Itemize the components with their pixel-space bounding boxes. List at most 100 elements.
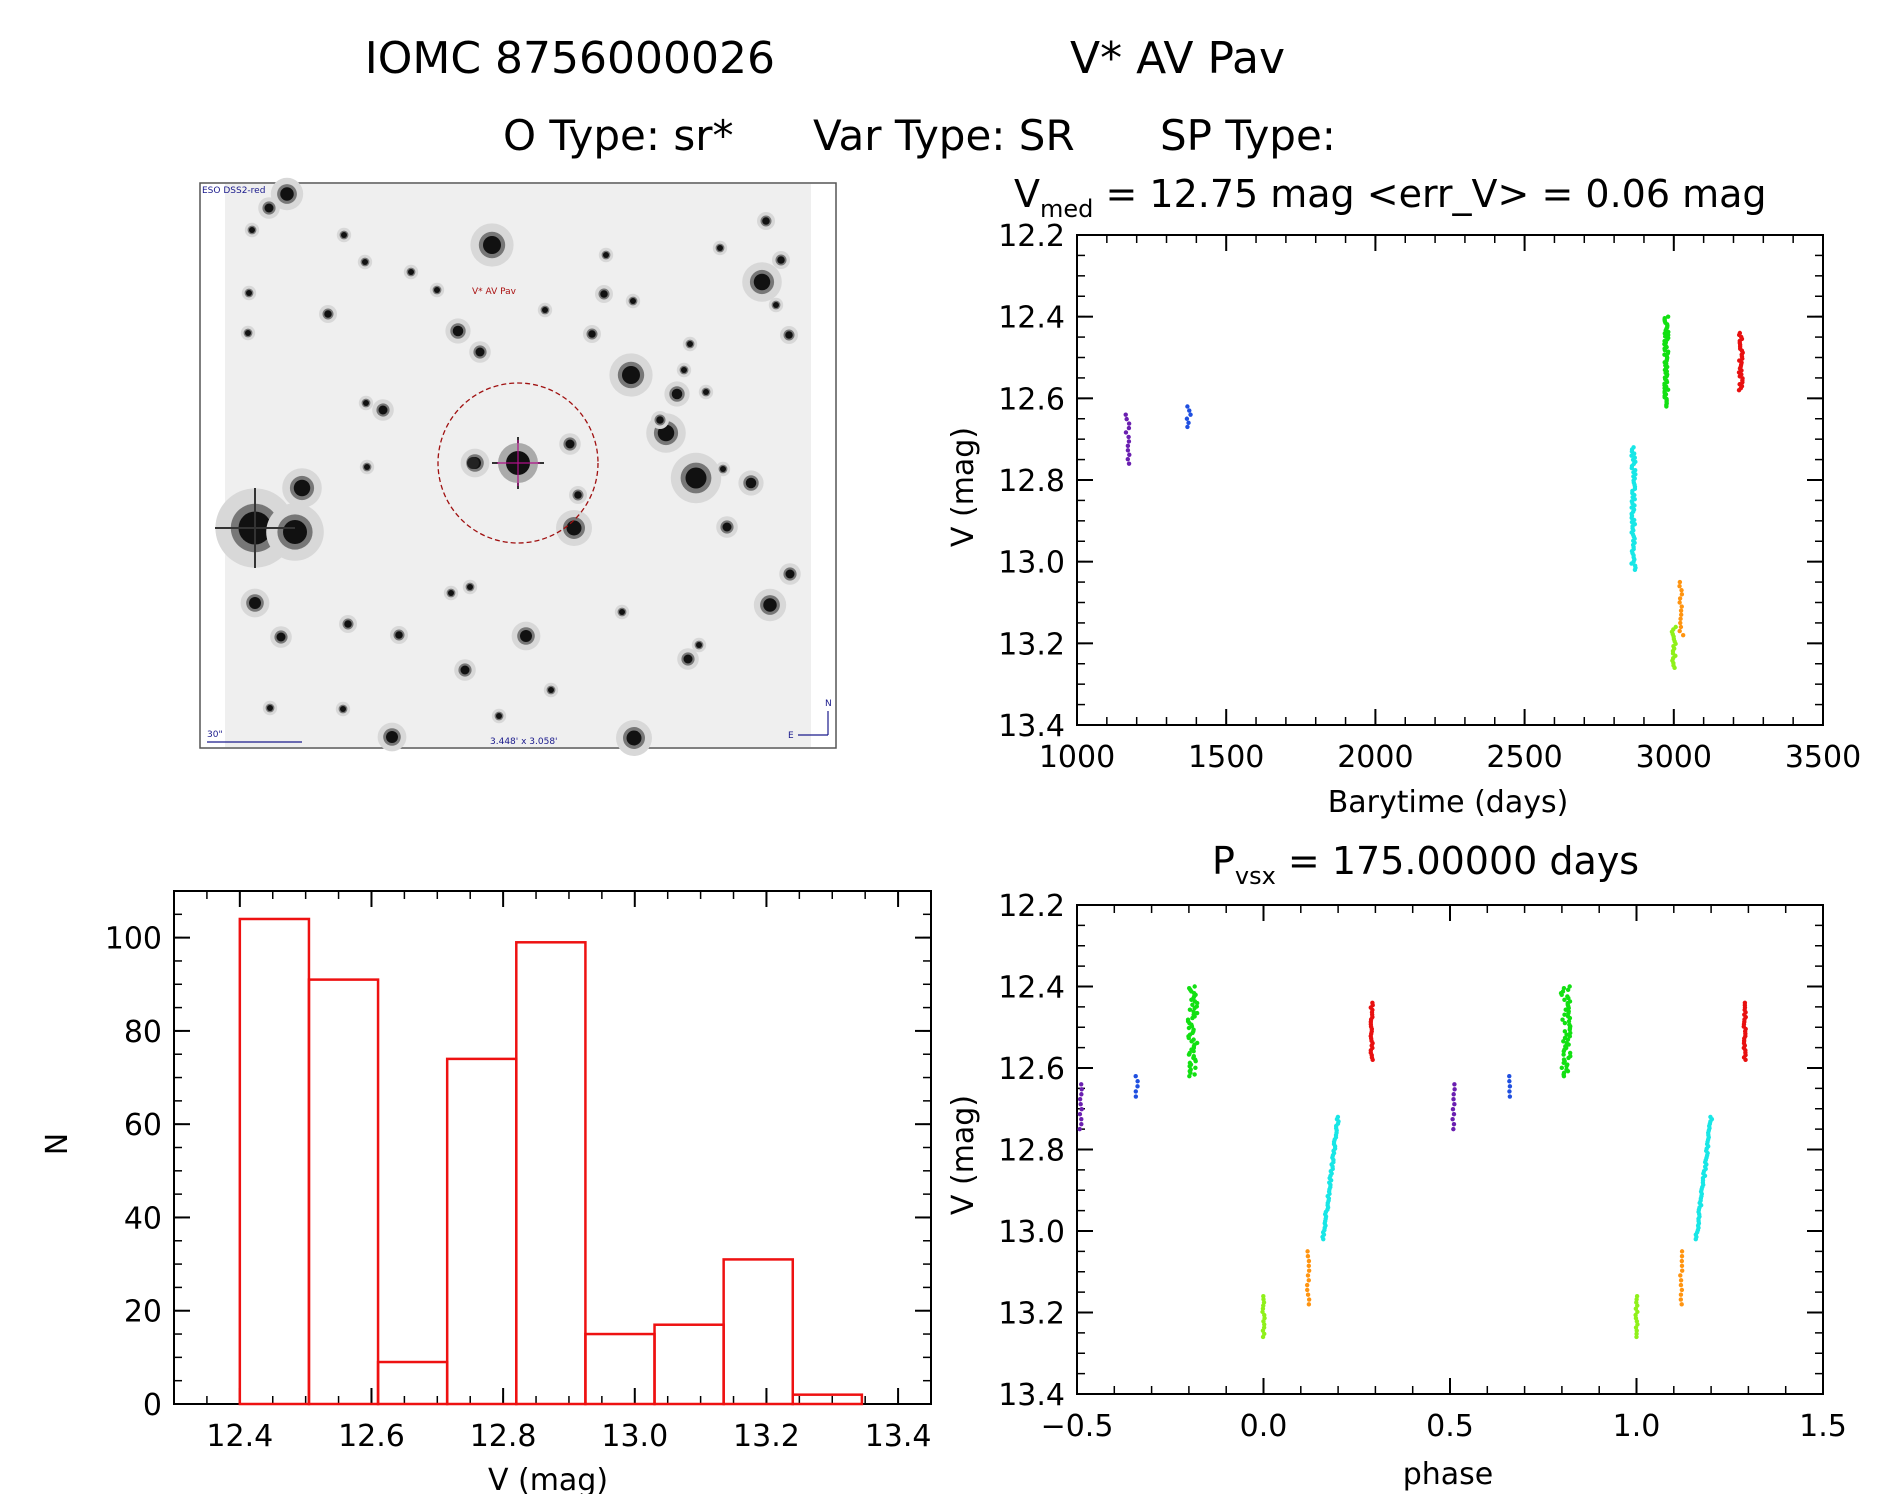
ph-point-green-b: [1561, 1073, 1567, 1079]
ph-point-green-a: [1188, 1070, 1193, 1076]
finder-star: [753, 273, 771, 291]
lc-point-season1: [1127, 452, 1132, 457]
lc-point-season2: [1188, 412, 1193, 417]
ph-point-green-a: [1186, 1035, 1191, 1041]
ph-point-green-a: [1187, 1063, 1192, 1069]
finder-star: [362, 259, 368, 265]
lc-point-season7: [1736, 387, 1742, 393]
ph-point-blue-b: [1507, 1079, 1512, 1084]
ph-point-orange-b: [1678, 1282, 1684, 1288]
ph-point-lime-a: [1262, 1322, 1267, 1327]
lc-point-season4: [1665, 314, 1671, 319]
finder-star: [264, 203, 274, 213]
finder-star: [785, 331, 793, 339]
finder-star: [249, 597, 261, 609]
ph-point-green-a: [1192, 1005, 1197, 1011]
hist-xlabel: V (mag): [488, 1463, 608, 1494]
finder-star: [681, 367, 687, 373]
lc-point-season1: [1126, 425, 1132, 431]
hist-y-tick-label: 20: [124, 1295, 162, 1330]
lc-point-season1: [1126, 439, 1132, 444]
ph-point-green-b: [1567, 1034, 1573, 1039]
title-sptype: SP Type:: [1160, 111, 1336, 160]
lc-point-season6: [1678, 616, 1683, 622]
ph-point-green-b: [1566, 1010, 1571, 1016]
finder-star: [340, 706, 346, 712]
hist-x-tick-label: 12.8: [470, 1419, 537, 1454]
finder-star: [600, 290, 608, 298]
lc-point-season5: [1672, 665, 1677, 671]
finder-star: [496, 713, 502, 719]
ph-point-green-b: [1561, 1039, 1566, 1044]
ph-point-green-b: [1565, 1037, 1571, 1042]
lc-point-season6: [1678, 612, 1684, 617]
ph-point-green-b: [1566, 995, 1571, 1001]
ph-point-green-a: [1192, 1072, 1197, 1077]
finder-star: [588, 330, 596, 338]
compass-north-label: N: [825, 699, 832, 709]
ph-point-purple-b: [1451, 1111, 1457, 1117]
finder-star: [460, 665, 470, 675]
lc-y-tick-label: 12.6: [998, 382, 1065, 417]
ph-x-tick-label: −0.5: [1041, 1409, 1114, 1444]
ph-point-orange-a: [1304, 1282, 1310, 1288]
finder-star: [283, 520, 307, 544]
lc-point-season3: [1629, 561, 1634, 566]
lc-point-season6: [1679, 604, 1684, 609]
ph-point-green-b: [1565, 987, 1571, 993]
lc-y-tick-label: 12.4: [998, 301, 1065, 336]
hist-bar: [307, 978, 380, 1406]
finder-star: [249, 227, 255, 233]
ph-point-green-b: [1567, 984, 1572, 989]
lc-point-season6: [1678, 608, 1684, 613]
finder-star: [685, 467, 707, 489]
hist-x-tick-label: 13.4: [865, 1419, 932, 1454]
ph-point-purple-b: [1451, 1121, 1457, 1127]
lc-point-season2: [1185, 424, 1190, 430]
lc-point-season6: [1678, 624, 1684, 630]
lc-point-season6: [1677, 628, 1682, 634]
lc-point-season6: [1680, 632, 1686, 638]
ph-point-green-b: [1568, 1030, 1573, 1036]
finder-star: [565, 439, 575, 449]
hist-bar: [515, 941, 587, 1406]
lc-point-season2: [1184, 416, 1190, 421]
ph-point-green-a: [1191, 1009, 1196, 1014]
lc-point-season3: [1629, 453, 1634, 458]
lc-point-season6: [1677, 596, 1683, 601]
ph-point-green-a: [1189, 1039, 1194, 1044]
ph-point-green-b: [1560, 1017, 1565, 1022]
hist-x-tick-label: 12.4: [206, 1419, 273, 1454]
ph-point-blue-a: [1135, 1079, 1140, 1084]
ph-point-green-b: [1567, 1015, 1573, 1021]
ph-point-green-b: [1564, 1063, 1569, 1069]
finder-star: [378, 405, 388, 415]
ph-x-tick-label: 1.5: [1799, 1409, 1847, 1444]
finder-star: [656, 416, 664, 424]
lc-point-season2: [1185, 404, 1190, 409]
finder-star: [448, 590, 454, 596]
lc-point-season3: [1632, 567, 1638, 573]
ph-point-orange-a: [1306, 1278, 1311, 1283]
ph-point-green-a: [1193, 1059, 1198, 1064]
ph-point-purple-a: [1079, 1116, 1084, 1122]
histogram-bars: [238, 917, 864, 1406]
hist-bar: [584, 1332, 656, 1406]
ph-point-green-a: [1193, 1065, 1198, 1071]
lc-point-season6: [1678, 620, 1683, 626]
ph-point-orange-a: [1305, 1273, 1311, 1278]
ph-point-orange-a: [1306, 1268, 1312, 1273]
ph-point-green-a: [1187, 1007, 1193, 1012]
ph-point-green-b: [1562, 1020, 1568, 1026]
lc-point-season1: [1126, 461, 1132, 466]
ph-point-orange-b: [1678, 1278, 1684, 1283]
ph-point-green-a: [1189, 997, 1194, 1002]
lc-point-season1: [1125, 443, 1131, 449]
finder-star: [267, 705, 273, 711]
finder-survey-label: ESO DSS2-red: [202, 186, 265, 196]
finder-star: [475, 347, 485, 357]
ph-point-purple-b: [1452, 1082, 1457, 1087]
finder-star: [434, 287, 440, 293]
ph-point-green-b: [1561, 985, 1567, 991]
finder-star: [386, 731, 398, 743]
